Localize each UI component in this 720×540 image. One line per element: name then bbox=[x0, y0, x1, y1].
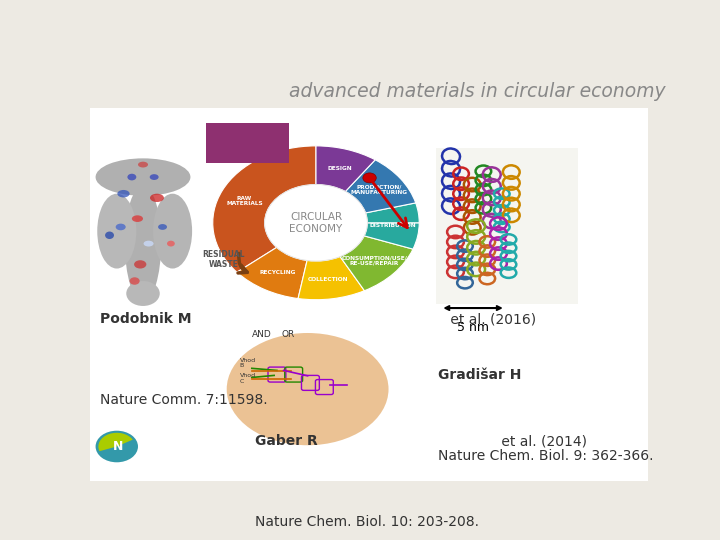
Wedge shape bbox=[340, 236, 413, 291]
Text: Nature Chem. Biol. 10: 203-208.: Nature Chem. Biol. 10: 203-208. bbox=[255, 515, 479, 529]
Ellipse shape bbox=[116, 224, 126, 230]
Ellipse shape bbox=[167, 241, 175, 246]
Text: OR: OR bbox=[282, 330, 294, 339]
Text: advanced materials in circular economy: advanced materials in circular economy bbox=[289, 82, 666, 102]
Text: et al. (2014): et al. (2014) bbox=[497, 434, 587, 448]
Wedge shape bbox=[237, 247, 307, 299]
Ellipse shape bbox=[150, 174, 158, 180]
Text: COLLECTION: COLLECTION bbox=[308, 277, 348, 282]
Text: PRODUCTION/
MANUFACTURING: PRODUCTION/ MANUFACTURING bbox=[351, 185, 408, 195]
Circle shape bbox=[363, 173, 377, 183]
Text: RECYCLING: RECYCLING bbox=[259, 270, 295, 275]
Wedge shape bbox=[298, 256, 364, 300]
Wedge shape bbox=[364, 223, 419, 249]
Ellipse shape bbox=[127, 174, 136, 180]
Ellipse shape bbox=[134, 260, 146, 268]
Text: Nature Chem. Biol. 9: 362-366.: Nature Chem. Biol. 9: 362-366. bbox=[438, 449, 653, 463]
Ellipse shape bbox=[227, 333, 389, 446]
Text: Nature Comm. 7:11598.: Nature Comm. 7:11598. bbox=[100, 393, 268, 407]
Circle shape bbox=[265, 185, 367, 261]
Bar bbox=[436, 148, 578, 304]
Text: CONSUMPTION/USE/
RE-USE/REPAIR: CONSUMPTION/USE/ RE-USE/REPAIR bbox=[341, 255, 408, 266]
Wedge shape bbox=[213, 146, 316, 272]
Ellipse shape bbox=[125, 185, 161, 302]
Ellipse shape bbox=[105, 232, 114, 239]
Wedge shape bbox=[366, 203, 419, 223]
Ellipse shape bbox=[96, 431, 138, 462]
Ellipse shape bbox=[153, 194, 192, 268]
Ellipse shape bbox=[143, 241, 153, 246]
Ellipse shape bbox=[132, 215, 143, 222]
Ellipse shape bbox=[150, 194, 164, 202]
Text: DESIGN: DESIGN bbox=[328, 166, 352, 171]
Text: et al. (2016): et al. (2016) bbox=[446, 312, 536, 326]
Text: AND: AND bbox=[252, 330, 271, 339]
Wedge shape bbox=[346, 160, 415, 213]
Wedge shape bbox=[316, 146, 375, 192]
Text: Gaber R: Gaber R bbox=[255, 434, 318, 448]
Ellipse shape bbox=[158, 224, 167, 230]
Text: Vhod
C: Vhod C bbox=[240, 373, 256, 384]
Text: RESIDUAL
WASTE: RESIDUAL WASTE bbox=[202, 249, 246, 269]
Text: 5 nm: 5 nm bbox=[457, 321, 489, 334]
Bar bbox=[90, 109, 648, 481]
Text: Vhod
B: Vhod B bbox=[240, 357, 256, 368]
Text: N: N bbox=[113, 440, 124, 453]
Text: CIRCULAR
ECONOMY: CIRCULAR ECONOMY bbox=[289, 212, 343, 234]
Text: Gradišar H: Gradišar H bbox=[438, 368, 521, 382]
Ellipse shape bbox=[96, 158, 190, 196]
Ellipse shape bbox=[117, 190, 130, 198]
FancyBboxPatch shape bbox=[206, 123, 289, 163]
Text: Podobnik M: Podobnik M bbox=[100, 312, 192, 326]
Ellipse shape bbox=[126, 281, 160, 306]
Ellipse shape bbox=[130, 277, 140, 285]
Ellipse shape bbox=[138, 161, 148, 167]
Ellipse shape bbox=[97, 194, 136, 268]
Text: RAW
MATERIALS: RAW MATERIALS bbox=[226, 196, 263, 206]
Text: DISTRIBUTION: DISTRIBUTION bbox=[370, 224, 416, 228]
Wedge shape bbox=[99, 433, 132, 451]
